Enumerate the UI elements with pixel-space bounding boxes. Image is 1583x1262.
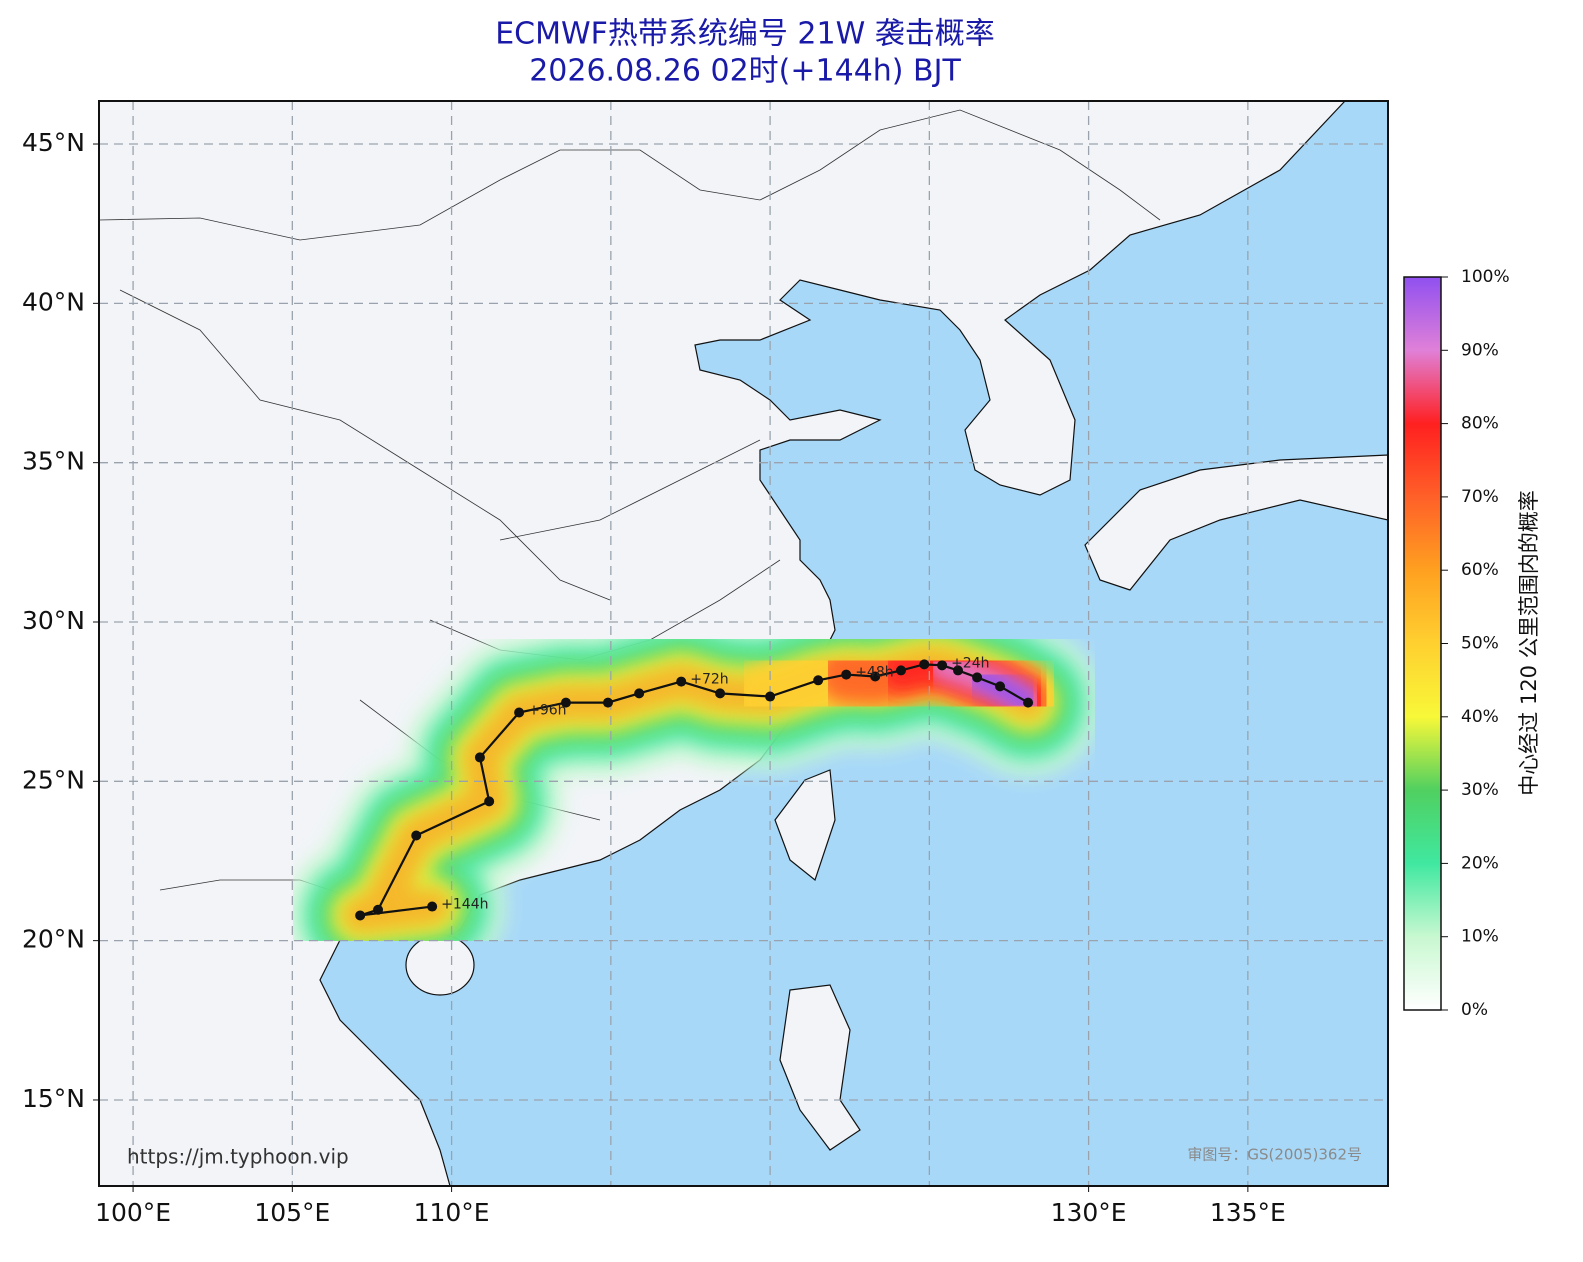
y-tick-label: 25°N xyxy=(22,765,85,794)
track-point xyxy=(634,688,645,699)
colorbar xyxy=(1403,276,1442,1011)
colorbar-tick-label: 60% xyxy=(1461,560,1499,580)
track-point xyxy=(676,676,687,687)
colorbar-tick-label: 20% xyxy=(1461,853,1499,873)
track-label: +48h xyxy=(855,665,893,681)
track-point xyxy=(484,796,495,807)
y-tick-label: 30°N xyxy=(22,606,85,635)
x-tick-label: 130°E xyxy=(1051,1198,1127,1227)
y-tick-label: 20°N xyxy=(22,925,85,954)
y-tick-label: 15°N xyxy=(22,1084,85,1113)
x-tick-label: 135°E xyxy=(1210,1198,1286,1227)
track-point xyxy=(765,691,776,702)
track-point xyxy=(715,688,726,699)
track-point xyxy=(373,904,384,915)
colorbar-tick-label: 100% xyxy=(1461,267,1510,287)
track-point xyxy=(953,665,964,676)
track-label: +72h xyxy=(690,672,728,688)
track-point xyxy=(870,671,881,682)
y-tick-label: 40°N xyxy=(22,287,85,316)
track-point xyxy=(841,669,852,680)
source-url: https://jm.typhoon.vip xyxy=(127,1145,349,1169)
track-point xyxy=(972,672,983,683)
x-tick-label: 110°E xyxy=(414,1198,490,1227)
x-tick-label: 105°E xyxy=(254,1198,330,1227)
map-frame xyxy=(98,100,1389,1187)
track-point xyxy=(411,830,422,841)
track-point xyxy=(474,752,485,763)
colorbar-label: 中心经过 120 公里范围内的概率 xyxy=(1517,490,1541,795)
track-label: +24h xyxy=(951,655,989,671)
colorbar-tick-label: 50% xyxy=(1461,634,1499,654)
colorbar-tick-label: 70% xyxy=(1461,487,1499,507)
borders xyxy=(99,109,1161,901)
colorbar-tick-label: 0% xyxy=(1461,1000,1488,1020)
track-point xyxy=(995,681,1006,692)
track-label: +96h xyxy=(528,702,566,718)
colorbar-tick-label: 80% xyxy=(1461,414,1499,434)
track-point xyxy=(896,665,907,676)
y-tick-label: 45°N xyxy=(22,128,85,157)
track-label: +144h xyxy=(441,897,488,913)
subtitle: 2026.08.26 02时(+144h) BJT xyxy=(529,54,961,89)
map-area: +24h +48h +72h +96h +144h https://jm.typhoon… xyxy=(99,101,1388,1186)
track-point xyxy=(514,707,525,718)
y-tick-label: 35°N xyxy=(22,447,85,476)
colorbar-tick-label: 30% xyxy=(1461,780,1499,800)
track-point xyxy=(937,660,948,671)
colorbar-tick-label: 40% xyxy=(1461,707,1499,727)
track-point xyxy=(602,697,613,708)
track-point xyxy=(427,901,438,912)
colorbar-tick-label: 10% xyxy=(1461,927,1499,947)
x-tick-label: 100°E xyxy=(95,1198,171,1227)
track-point xyxy=(919,659,930,670)
track-point xyxy=(560,697,571,708)
title: ECMWF热带系统编号 21W 袭击概率 xyxy=(495,17,995,52)
track-point xyxy=(355,910,366,921)
colorbar-tick-label: 90% xyxy=(1461,340,1499,360)
review-number: 审图号：GS(2005)362号 xyxy=(1187,1146,1362,1164)
track-point xyxy=(1023,697,1034,708)
track-point xyxy=(813,675,824,686)
